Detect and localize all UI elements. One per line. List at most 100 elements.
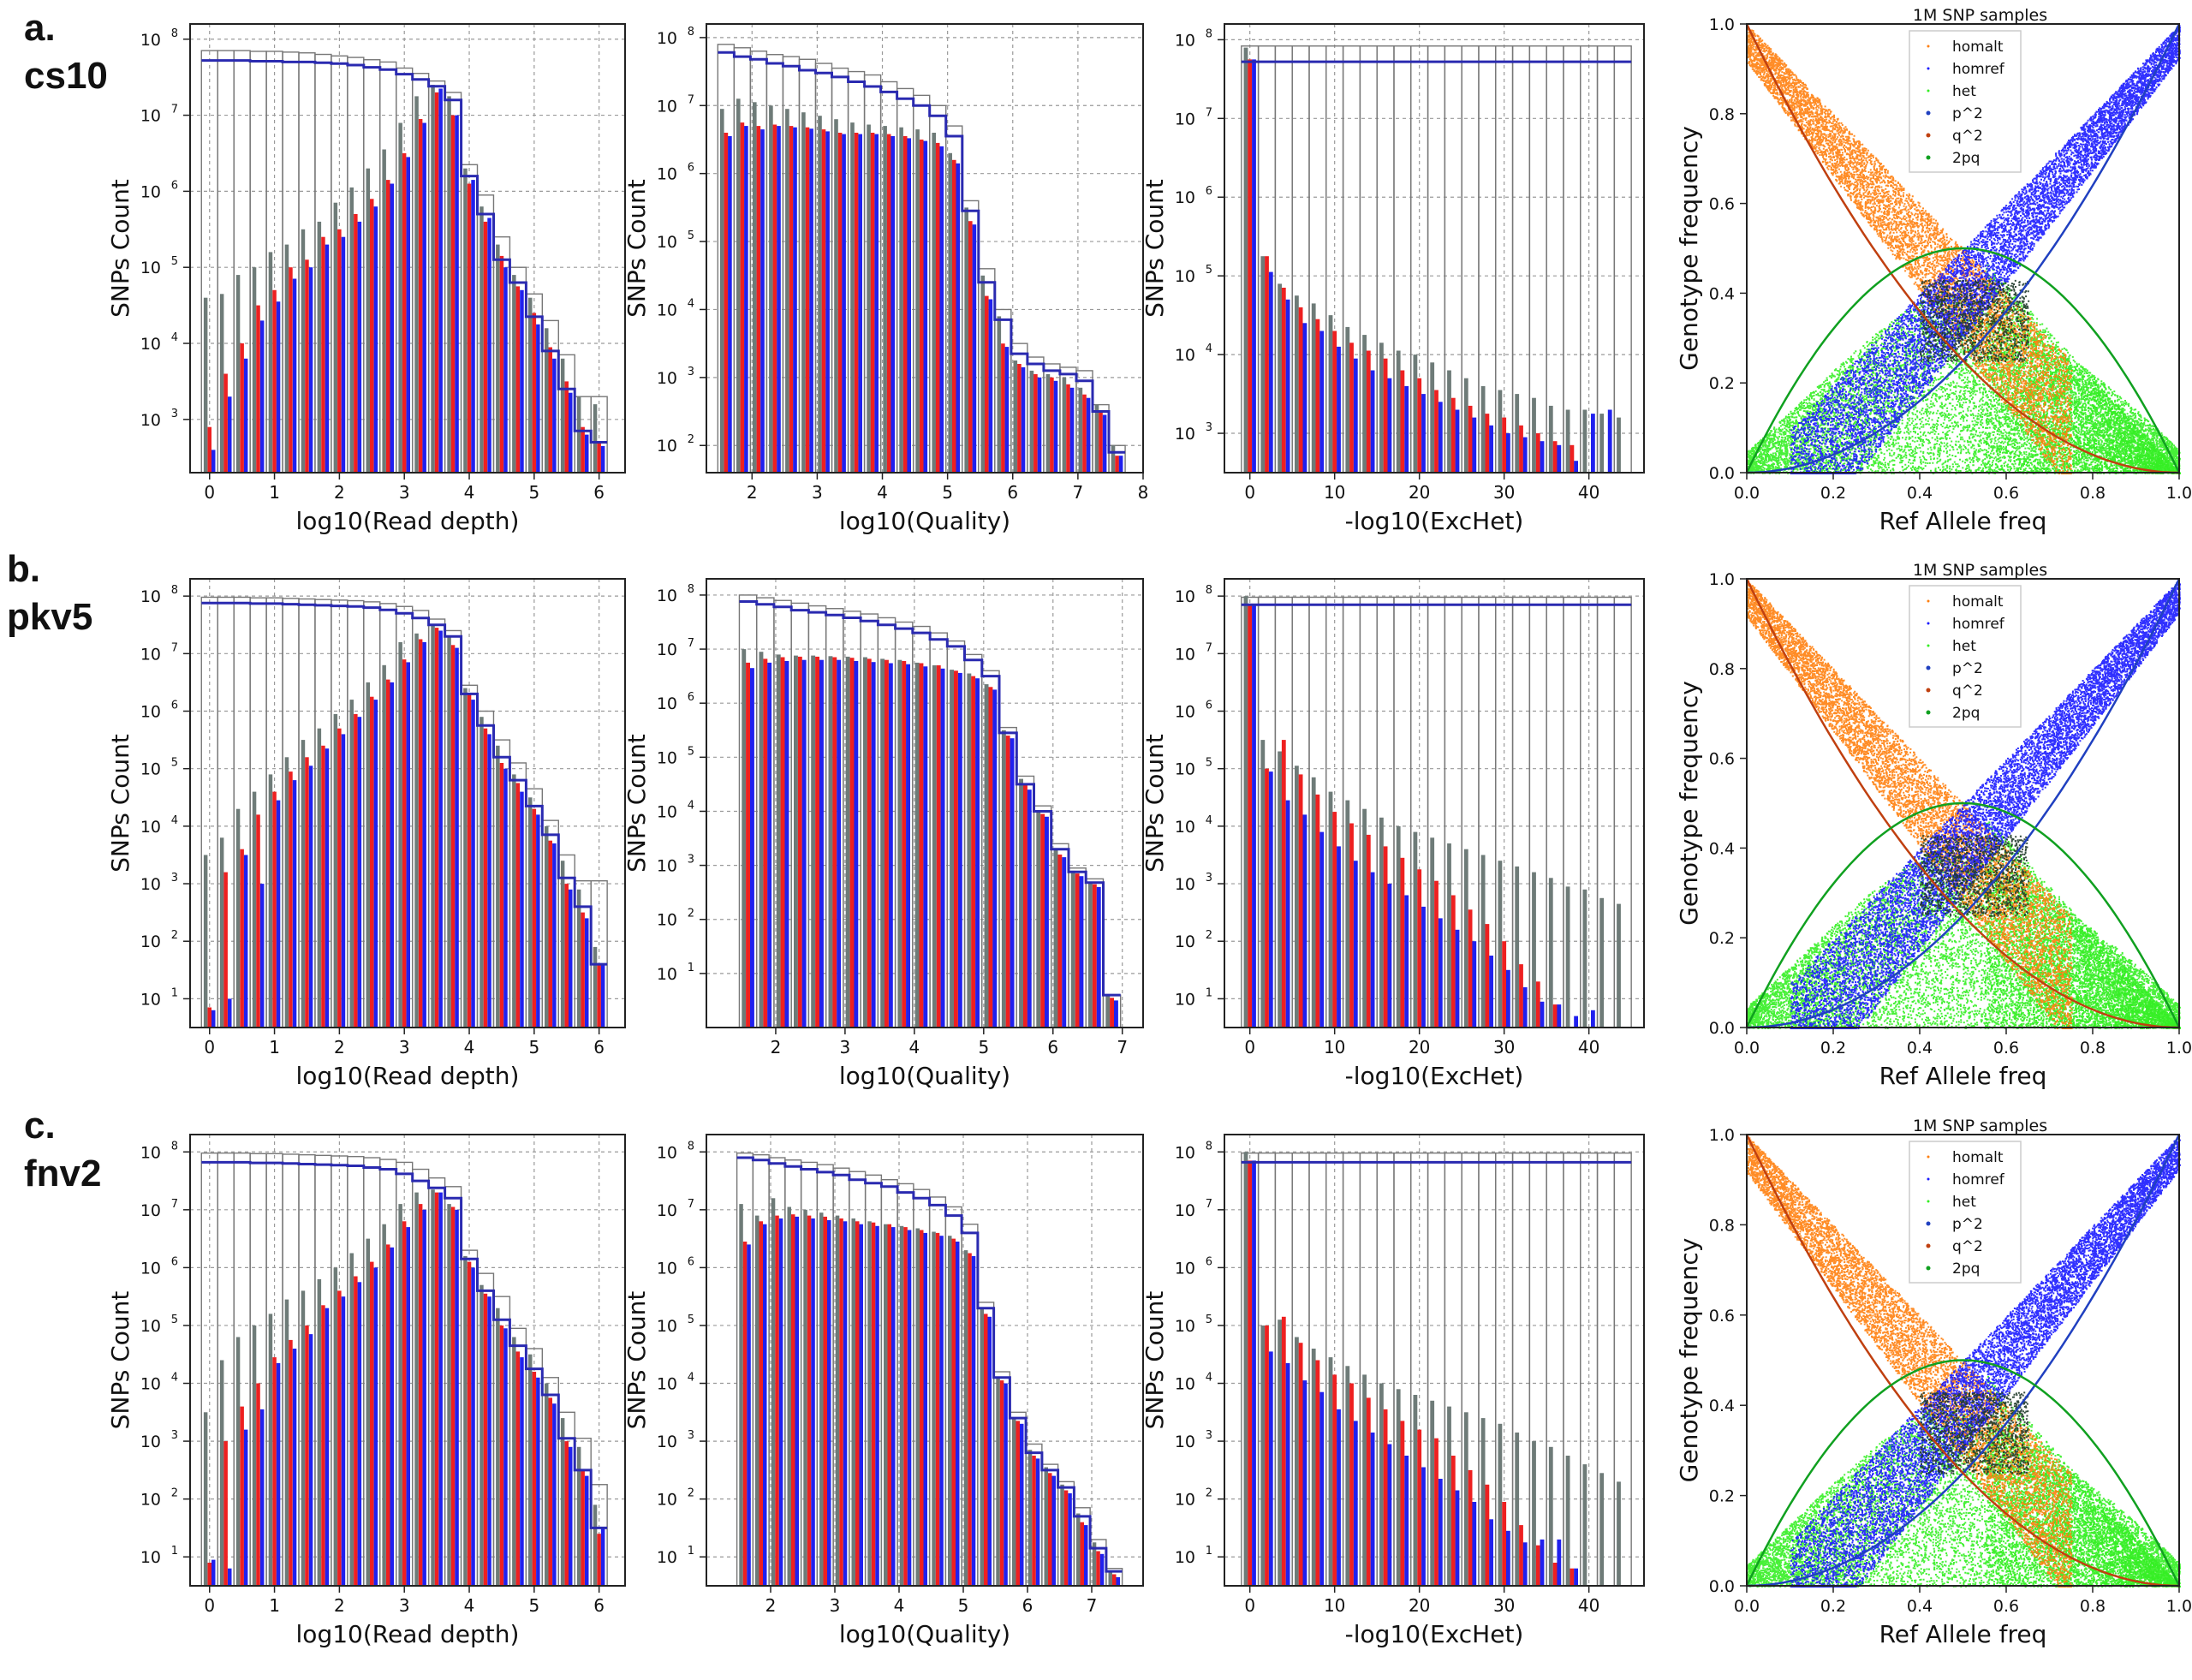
x-tick-label: 0.0 <box>1734 1597 1760 1616</box>
bar-gray <box>1295 295 1299 473</box>
x-axis-label: Ref Allele freq <box>1879 507 2047 535</box>
bar-gray <box>235 1337 241 1586</box>
bar-gray <box>769 105 773 474</box>
bar-blue <box>1574 461 1578 473</box>
y-tick-exponent: 2 <box>688 1487 694 1500</box>
bar-blue <box>747 1244 751 1586</box>
bar-gray <box>560 358 565 473</box>
bar-red <box>305 1326 309 1586</box>
bar-red <box>240 849 244 1028</box>
bar-gray <box>1070 870 1075 1028</box>
plot-frame <box>1224 23 1645 474</box>
x-tick-label: 0 <box>1244 1037 1255 1057</box>
y-tick-exponent: 8 <box>688 26 694 39</box>
legend-label: p^2 <box>1952 1216 1983 1233</box>
bar-blue <box>987 1316 992 1586</box>
bar-red <box>1332 1374 1337 1586</box>
bar-gray <box>835 1215 840 1586</box>
bar-red <box>1349 823 1354 1028</box>
bar-gray <box>317 221 322 473</box>
bar-blue <box>276 301 281 473</box>
bar-red <box>1092 884 1097 1028</box>
bar-blue <box>373 206 378 473</box>
bar-red <box>386 1244 390 1586</box>
bar-gray <box>1345 1366 1350 1586</box>
bar-blue <box>1337 846 1341 1028</box>
bar-gray <box>1044 1467 1048 1586</box>
bar-gray <box>366 682 370 1028</box>
y-tick-exponent: 6 <box>1206 185 1212 198</box>
bar-blue <box>1421 1467 1426 1586</box>
x-tick-label: 1.0 <box>2166 484 2192 503</box>
y-tick-label: 10 <box>1175 818 1195 837</box>
bar-red <box>1112 1574 1117 1586</box>
bar-blue <box>276 800 281 1028</box>
bar-blue <box>1540 441 1545 473</box>
bar-gray <box>914 662 920 1028</box>
bar-red <box>887 1224 891 1586</box>
legend-label: het <box>1952 1194 1976 1211</box>
bar-gray <box>1328 1357 1333 1586</box>
y-tick-exponent: 4 <box>1206 1372 1212 1385</box>
bar-blue <box>1540 1539 1545 1586</box>
bar-gray <box>1345 326 1350 473</box>
bar-gray <box>1111 445 1116 473</box>
bar-red <box>1298 1343 1303 1586</box>
x-tick-label: 20 <box>1409 482 1430 503</box>
bar-red <box>1519 1525 1523 1586</box>
bar-gray <box>1045 373 1051 473</box>
bar-gray <box>984 684 989 1028</box>
bar-gray <box>480 1284 484 1586</box>
bar-blue <box>843 1221 848 1586</box>
legend-box <box>1909 585 2022 728</box>
y-tick-exponent: 1 <box>171 986 178 999</box>
bar-blue <box>811 1218 815 1586</box>
bar-gray <box>742 649 747 1028</box>
y-tick-label: 10 <box>140 411 161 430</box>
bar-gray <box>1515 1433 1520 1586</box>
y-tick-label: 0.2 <box>1709 1487 1735 1506</box>
bar-red <box>807 1215 812 1586</box>
legend-marker <box>1926 1243 1931 1248</box>
bar-gray <box>593 1504 598 1586</box>
bar-gray <box>480 717 484 1028</box>
bar-blue <box>1387 884 1392 1028</box>
y-tick-label: 10 <box>140 1317 161 1336</box>
bar-blue <box>552 1403 557 1586</box>
bar-gray <box>1430 362 1435 473</box>
bar-blue <box>1268 771 1273 1028</box>
bar-red <box>1248 1160 1253 1586</box>
bar-gray <box>950 670 954 1028</box>
x-tick-label: 10 <box>1324 1595 1345 1616</box>
bar-gray <box>1548 1446 1553 1586</box>
bar-red <box>434 1192 439 1586</box>
y-tick-label: 10 <box>1175 703 1195 722</box>
bar-blue <box>1114 1000 1118 1028</box>
bar-red <box>1383 1409 1388 1586</box>
bar-red <box>1450 895 1456 1028</box>
bar-blue <box>1079 876 1084 1028</box>
bar-red <box>450 645 456 1028</box>
bar-blue <box>520 1357 524 1586</box>
y-tick-label: 10 <box>140 1548 161 1567</box>
y-tick-exponent: 4 <box>688 799 694 812</box>
bar-gray <box>447 1204 451 1586</box>
bar-red <box>951 1238 956 1586</box>
bar-blue <box>1337 1409 1341 1586</box>
bar-red <box>450 1206 456 1586</box>
y-tick-exponent: 3 <box>688 854 694 867</box>
y-tick-exponent: 6 <box>171 1255 178 1268</box>
legend-marker <box>1926 710 1931 715</box>
bar-gray <box>1498 861 1503 1028</box>
y-tick-label: 10 <box>657 233 677 252</box>
y-tick-label: 10 <box>1175 645 1195 664</box>
y-tick-label: 10 <box>657 1491 677 1510</box>
scatter-cloud <box>1984 821 2181 1029</box>
bar-blue <box>744 126 748 473</box>
bar-red <box>1485 414 1490 473</box>
bar-red <box>240 1406 244 1586</box>
y-tick-exponent: 3 <box>1206 872 1212 885</box>
legend: homalt homref het p^2 q^2 2pq <box>1909 585 2022 728</box>
bar-red <box>434 628 439 1028</box>
bar-red <box>821 129 826 473</box>
